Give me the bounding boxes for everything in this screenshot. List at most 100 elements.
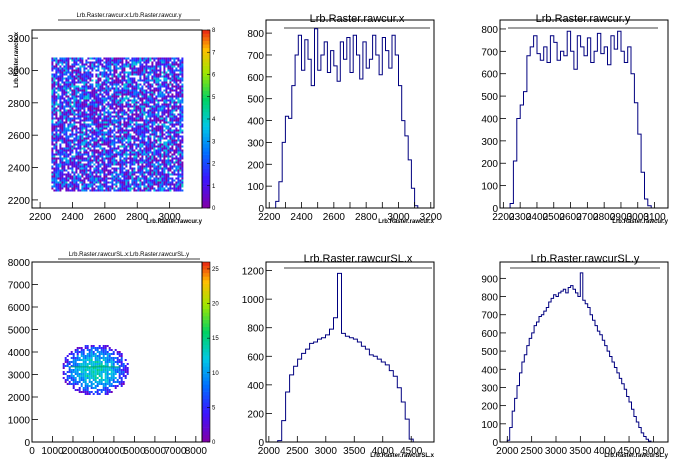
heatmap-cell [91,67,94,70]
heatmap-cell [101,129,104,132]
heatmap-cell [165,137,168,140]
heatmap-cell [69,163,72,166]
heatmap-cell [111,141,114,144]
heatmap-cell [125,179,128,182]
heatmap-cell [141,89,144,92]
heatmap-cell [94,347,97,349]
heatmap-cell [121,155,124,158]
heatmap-cell [77,105,80,108]
heatmap-cell [101,105,104,108]
heatmap-cell [61,177,64,180]
heatmap-cell [81,179,84,182]
heatmap-cell [125,151,128,154]
heatmap-cell [83,103,86,106]
histogram-bin [344,59,347,208]
heatmap-cell [123,63,126,66]
heatmap-cell [139,133,142,136]
heatmap-cell [105,187,108,190]
heatmap-cell [85,79,88,82]
heatmap-cell [114,381,117,383]
heatmap-cell [123,67,126,70]
heatmap-cell [80,371,83,373]
histogram-bin [318,339,322,442]
heatmap-cell [121,173,124,176]
heatmap-cell [113,145,116,148]
heatmap-cell [161,189,164,192]
heatmap-cell [57,71,60,74]
heatmap-cell [79,161,82,164]
histogram-bin [571,286,573,442]
heatmap-cell [105,155,108,158]
heatmap-cell [119,187,122,190]
heatmap-cell [105,139,108,142]
heatmap-cell [167,149,170,152]
heatmap-cell [181,185,184,188]
heatmap-cell [89,123,92,126]
heatmap-cell [109,139,112,142]
heatmap-cell [121,135,124,138]
heatmap-cell [157,151,160,154]
heatmap-cell [51,125,54,128]
heatmap-cell [155,161,158,164]
heatmap-cell [141,103,144,106]
heatmap-cell [135,93,138,96]
heatmap-cell [67,155,70,158]
heatmap-cell [111,185,114,188]
heatmap-cell [100,349,103,351]
heatmap-cell [139,77,142,80]
heatmap-cell [87,97,90,100]
heatmap-cell [123,65,126,68]
heatmap-cell [167,107,170,110]
heatmap-cell [171,117,174,120]
heatmap-cell [125,153,128,156]
heatmap-cell [100,361,103,363]
heatmap-cell [149,179,152,182]
heatmap-cell [117,87,120,90]
heatmap-cell [63,109,66,112]
colorbar-segment [202,308,210,313]
heatmap-cell [177,101,180,104]
heatmap-cell [115,77,118,80]
heatmap-cell [110,353,113,355]
heatmap-cell [55,95,58,98]
heatmap-cell [73,85,76,88]
heatmap-cell [179,157,182,160]
heatmap-cell [159,79,162,82]
heatmap-cell [61,95,64,98]
heatmap-cell [95,171,98,174]
heatmap-cell [145,89,148,92]
heatmap-cell [125,137,128,140]
heatmap-cell [63,131,66,134]
heatmap-cell [61,103,64,106]
heatmap-cell [117,141,120,144]
heatmap-cell [65,131,68,134]
heatmap-cell [141,171,144,174]
heatmap-cell [61,77,64,80]
heatmap-cell [57,187,60,190]
heatmap-cell [66,377,69,379]
heatmap-cell [79,95,82,98]
heatmap-cell [173,185,176,188]
heatmap-cell [86,387,89,389]
heatmap-cell [96,385,99,387]
heatmap-cell [66,375,69,377]
colorbar-segment [202,409,210,414]
heatmap-cell [159,137,162,140]
heatmap-cell [71,135,74,138]
heatmap-cell [69,85,72,88]
heatmap-cell [94,355,97,357]
heatmap-cell [143,137,146,140]
heatmap-cell [89,87,92,90]
heatmap-cell [125,113,128,116]
heatmap-cell [75,161,78,164]
heatmap-cell [59,133,62,136]
colorbar-segment [202,370,210,374]
heatmap-cell [83,79,86,82]
heatmap-cell [137,179,140,182]
heatmap-cell [85,77,88,80]
heatmap-cell [117,121,120,124]
heatmap-cell [67,163,70,166]
heatmap-cell [129,115,132,118]
heatmap-cell [121,123,124,126]
heatmap-cell [131,135,134,138]
